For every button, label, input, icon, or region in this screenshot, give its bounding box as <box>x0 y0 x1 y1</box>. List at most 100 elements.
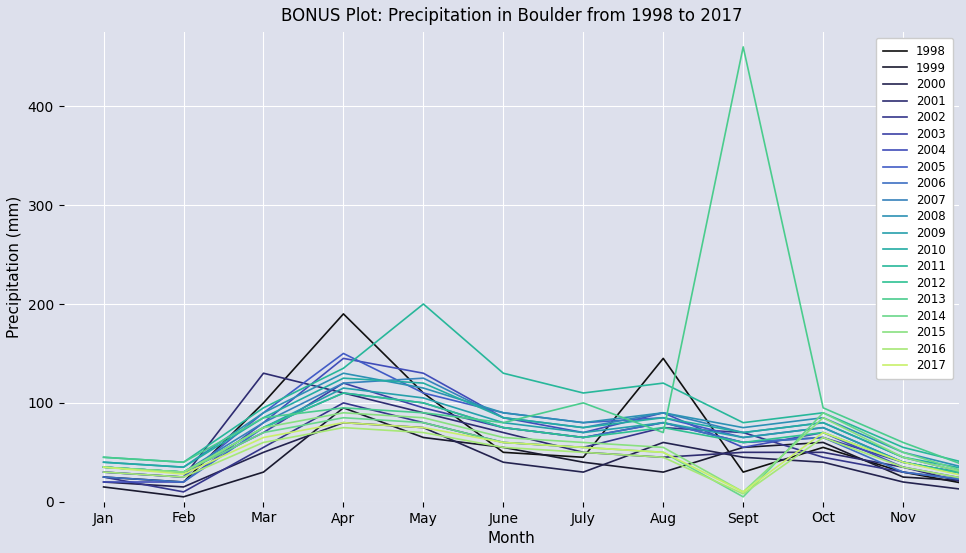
2010 <box>737 429 749 436</box>
2017 <box>897 459 909 466</box>
2005 <box>338 350 350 357</box>
2010 <box>417 380 429 387</box>
2004 <box>338 355 350 362</box>
2011 <box>497 370 509 377</box>
1999 <box>497 444 509 451</box>
2008 <box>817 414 829 421</box>
1998 <box>338 311 350 317</box>
2008 <box>258 409 270 416</box>
2017 <box>338 419 350 426</box>
2008 <box>897 449 909 456</box>
2008 <box>737 424 749 431</box>
2008 <box>497 409 509 416</box>
2017 <box>178 471 189 477</box>
2005 <box>817 424 829 431</box>
2012 <box>897 459 909 466</box>
2010 <box>178 464 189 471</box>
2012 <box>817 429 829 436</box>
2000 <box>658 439 669 446</box>
Line: 2001: 2001 <box>103 373 966 487</box>
2014 <box>578 444 589 451</box>
2007 <box>178 469 189 476</box>
2005 <box>658 414 669 421</box>
2016 <box>737 491 749 497</box>
2016 <box>897 464 909 471</box>
2010 <box>897 454 909 461</box>
1999 <box>658 469 669 476</box>
2006 <box>658 419 669 426</box>
2005 <box>417 390 429 397</box>
1998 <box>578 454 589 461</box>
2013 <box>817 404 829 411</box>
X-axis label: Month: Month <box>488 531 535 546</box>
2012 <box>497 424 509 431</box>
1999 <box>417 434 429 441</box>
Line: 2005: 2005 <box>103 353 966 477</box>
2015 <box>658 444 669 451</box>
2000 <box>497 459 509 466</box>
2003 <box>98 464 109 471</box>
2005 <box>578 419 589 426</box>
2009 <box>578 429 589 436</box>
2000 <box>178 484 189 491</box>
2011 <box>258 404 270 411</box>
2014 <box>338 414 350 421</box>
2011 <box>897 444 909 451</box>
2003 <box>658 419 669 426</box>
Line: 1998: 1998 <box>103 314 966 487</box>
1998 <box>178 479 189 486</box>
1999 <box>338 404 350 411</box>
2015 <box>98 464 109 471</box>
2017 <box>658 449 669 456</box>
2013 <box>658 429 669 436</box>
2000 <box>897 479 909 486</box>
2004 <box>417 370 429 377</box>
Y-axis label: Precipitation (mm): Precipitation (mm) <box>7 196 22 338</box>
2004 <box>178 479 189 486</box>
2010 <box>338 375 350 382</box>
2016 <box>817 434 829 441</box>
2007 <box>658 409 669 416</box>
2006 <box>178 479 189 486</box>
2001 <box>497 429 509 436</box>
2002 <box>897 469 909 476</box>
2000 <box>258 449 270 456</box>
2005 <box>737 434 749 441</box>
Line: 2015: 2015 <box>103 413 966 492</box>
Line: 2016: 2016 <box>103 427 966 494</box>
2002 <box>98 474 109 481</box>
2017 <box>258 434 270 441</box>
2014 <box>178 469 189 476</box>
2015 <box>578 439 589 446</box>
1999 <box>178 493 189 500</box>
2007 <box>258 419 270 426</box>
2010 <box>817 419 829 426</box>
1998 <box>98 474 109 481</box>
2002 <box>817 454 829 461</box>
2001 <box>897 464 909 471</box>
1998 <box>658 355 669 362</box>
2008 <box>658 409 669 416</box>
2004 <box>658 409 669 416</box>
2004 <box>737 444 749 451</box>
2000 <box>817 459 829 466</box>
2007 <box>98 464 109 471</box>
2017 <box>497 439 509 446</box>
2007 <box>417 375 429 382</box>
2001 <box>417 409 429 416</box>
2009 <box>897 459 909 466</box>
2007 <box>338 380 350 387</box>
2006 <box>338 390 350 397</box>
2013 <box>578 400 589 406</box>
2008 <box>98 459 109 466</box>
2003 <box>338 380 350 387</box>
1999 <box>98 484 109 491</box>
2017 <box>98 464 109 471</box>
2013 <box>417 409 429 416</box>
2008 <box>338 370 350 377</box>
2012 <box>98 464 109 471</box>
2013 <box>737 44 749 50</box>
2005 <box>98 469 109 476</box>
2006 <box>817 434 829 441</box>
2009 <box>817 424 829 431</box>
